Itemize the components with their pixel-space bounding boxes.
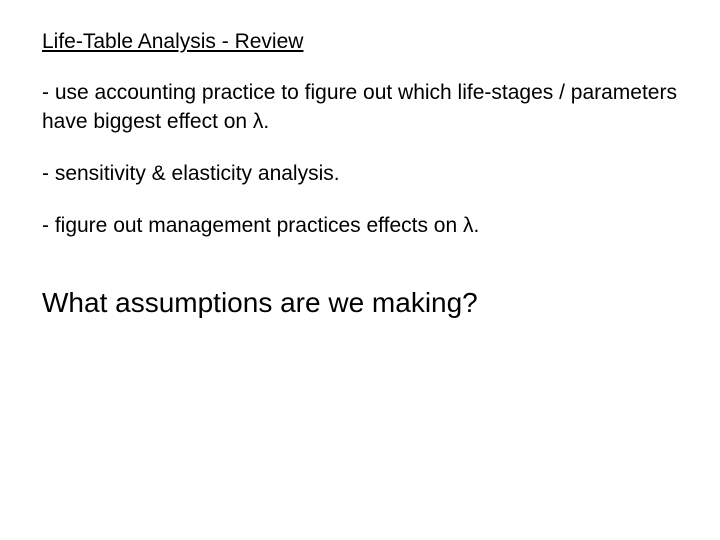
bullet-item: - use accounting practice to figure out … — [42, 79, 678, 136]
slide: Life-Table Analysis - Review - use accou… — [0, 0, 720, 540]
bullet-item: - sensitivity & elasticity analysis. — [42, 160, 678, 188]
slide-question: What assumptions are we making? — [42, 285, 678, 321]
bullet-item: - figure out management practices effect… — [42, 212, 678, 240]
slide-title: Life-Table Analysis - Review — [42, 28, 678, 55]
